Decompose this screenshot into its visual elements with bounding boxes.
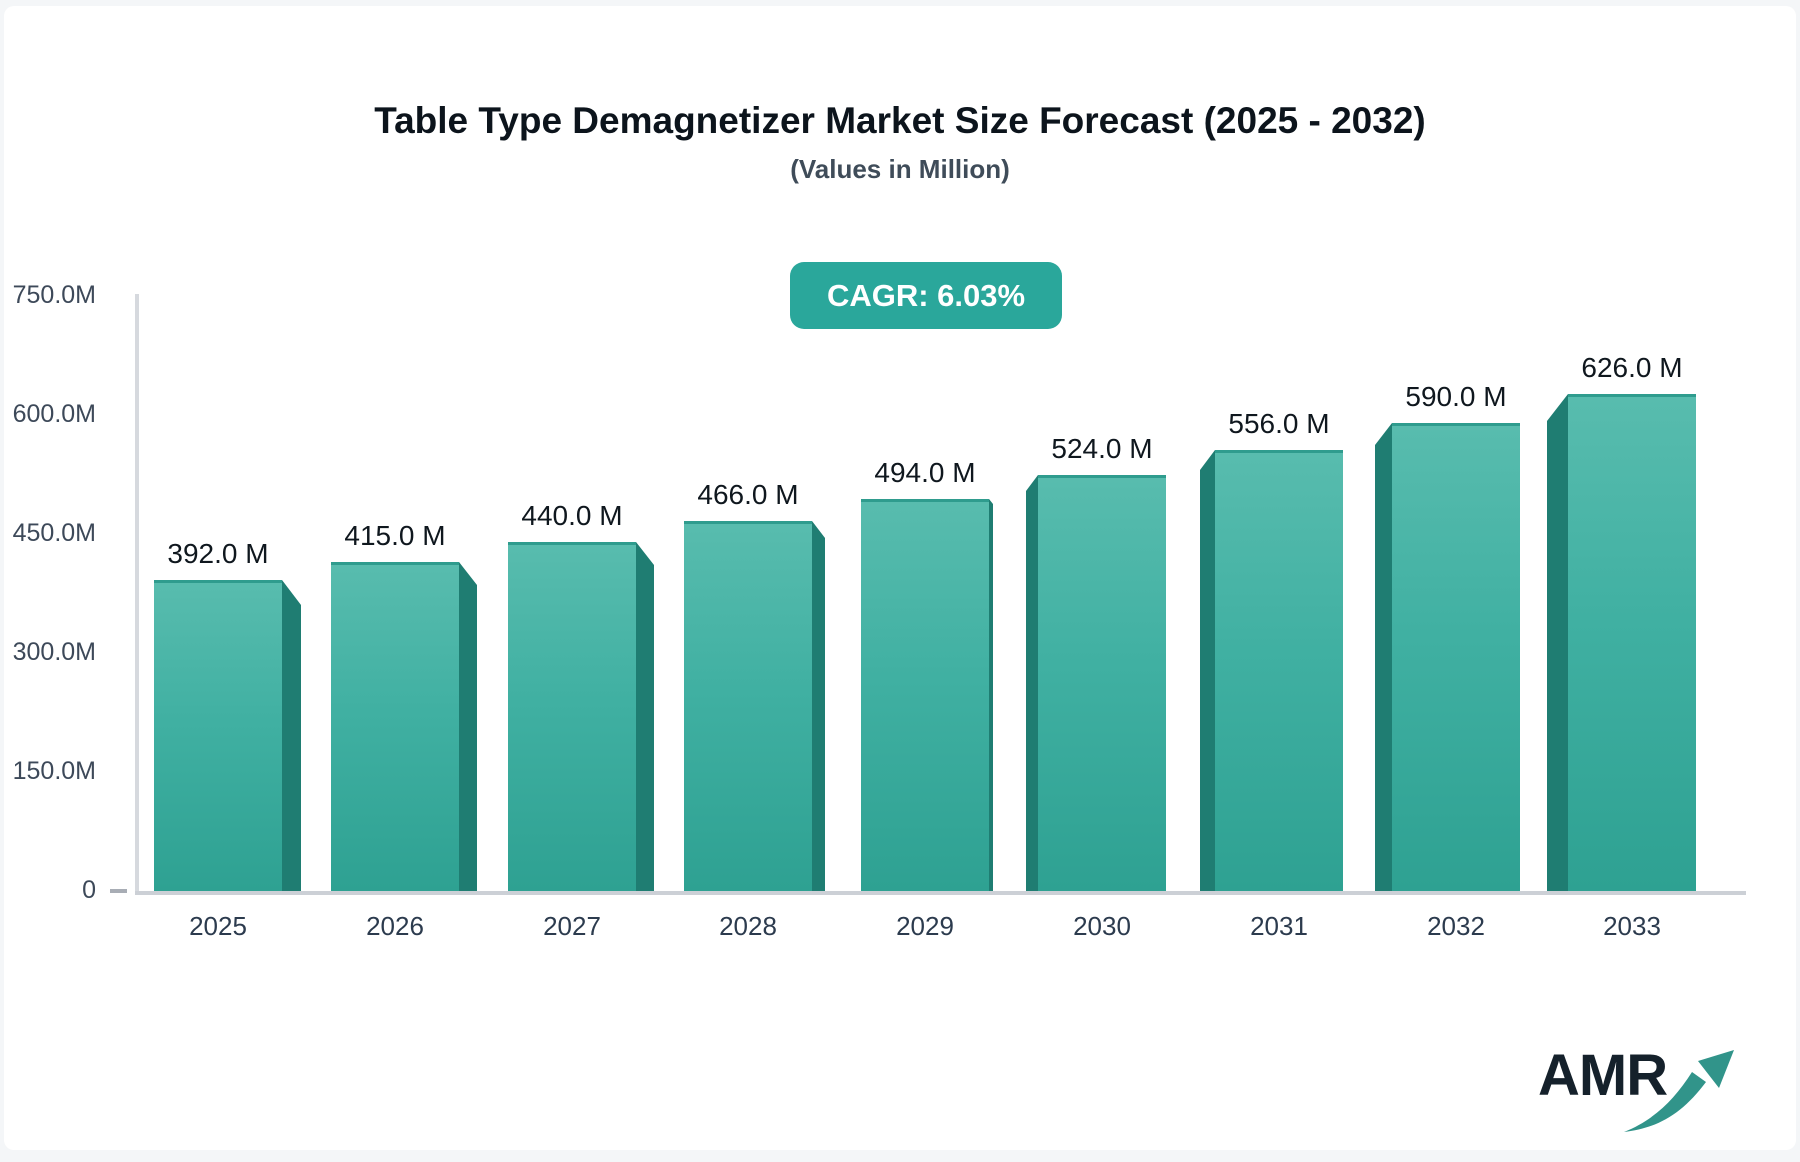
y-tick-label: 0 (0, 876, 96, 905)
amr-logo-arrow-icon (1620, 1036, 1750, 1136)
bar-2025 (154, 580, 282, 891)
bar-2033 (1568, 394, 1696, 891)
x-axis-label-2025: 2025 (148, 911, 288, 942)
y-tick-label: 450.0M (0, 519, 96, 548)
y-axis-line (135, 294, 139, 893)
x-axis-label-2026: 2026 (325, 911, 465, 942)
bar-value-label: 440.0 M (472, 500, 672, 532)
bar-value-label: 494.0 M (825, 457, 1025, 489)
bar-value-label: 524.0 M (1002, 433, 1202, 465)
bar-side-face-2027 (636, 542, 654, 891)
bar-2029 (861, 499, 989, 891)
bar-side-face-2029 (989, 499, 993, 891)
bar-side-face-2033 (1547, 394, 1568, 891)
bar-side-face-2028 (812, 521, 825, 891)
bar-value-label: 466.0 M (648, 479, 848, 511)
x-axis-label-2029: 2029 (855, 911, 995, 942)
bar-side-face-2025 (282, 580, 301, 891)
bar-2032 (1392, 423, 1520, 891)
bar-side-face-2032 (1375, 423, 1392, 891)
bar-value-label: 556.0 M (1179, 408, 1379, 440)
x-axis-label-2031: 2031 (1209, 911, 1349, 942)
y-tick-label: 300.0M (0, 638, 96, 667)
bar-side-face-2026 (459, 562, 477, 891)
amr-logo: AMR (1538, 1036, 1748, 1146)
y-tick-label: 600.0M (0, 400, 96, 429)
x-axis-label-2033: 2033 (1562, 911, 1702, 942)
bar-2026 (331, 562, 459, 891)
chart-card: Table Type Demagnetizer Market Size Fore… (4, 6, 1796, 1150)
bar-value-label: 626.0 M (1532, 352, 1732, 384)
bar-value-label: 415.0 M (295, 520, 495, 552)
bar-side-face-2030 (1026, 475, 1038, 891)
bar-2027 (508, 542, 636, 891)
x-axis-label-2030: 2030 (1032, 911, 1172, 942)
y-tick-label: 750.0M (0, 281, 96, 310)
x-axis-label-2032: 2032 (1386, 911, 1526, 942)
bar-value-label: 392.0 M (118, 538, 318, 570)
bar-2031 (1215, 450, 1343, 891)
x-axis-line (135, 891, 1746, 895)
bar-2030 (1038, 475, 1166, 891)
y-tick-mark (110, 889, 127, 893)
bar-side-face-2031 (1200, 450, 1215, 891)
y-tick-label: 150.0M (0, 757, 96, 786)
x-axis-label-2027: 2027 (502, 911, 642, 942)
bar-value-label: 590.0 M (1356, 381, 1556, 413)
bar-2028 (684, 521, 812, 891)
x-axis-label-2028: 2028 (678, 911, 818, 942)
